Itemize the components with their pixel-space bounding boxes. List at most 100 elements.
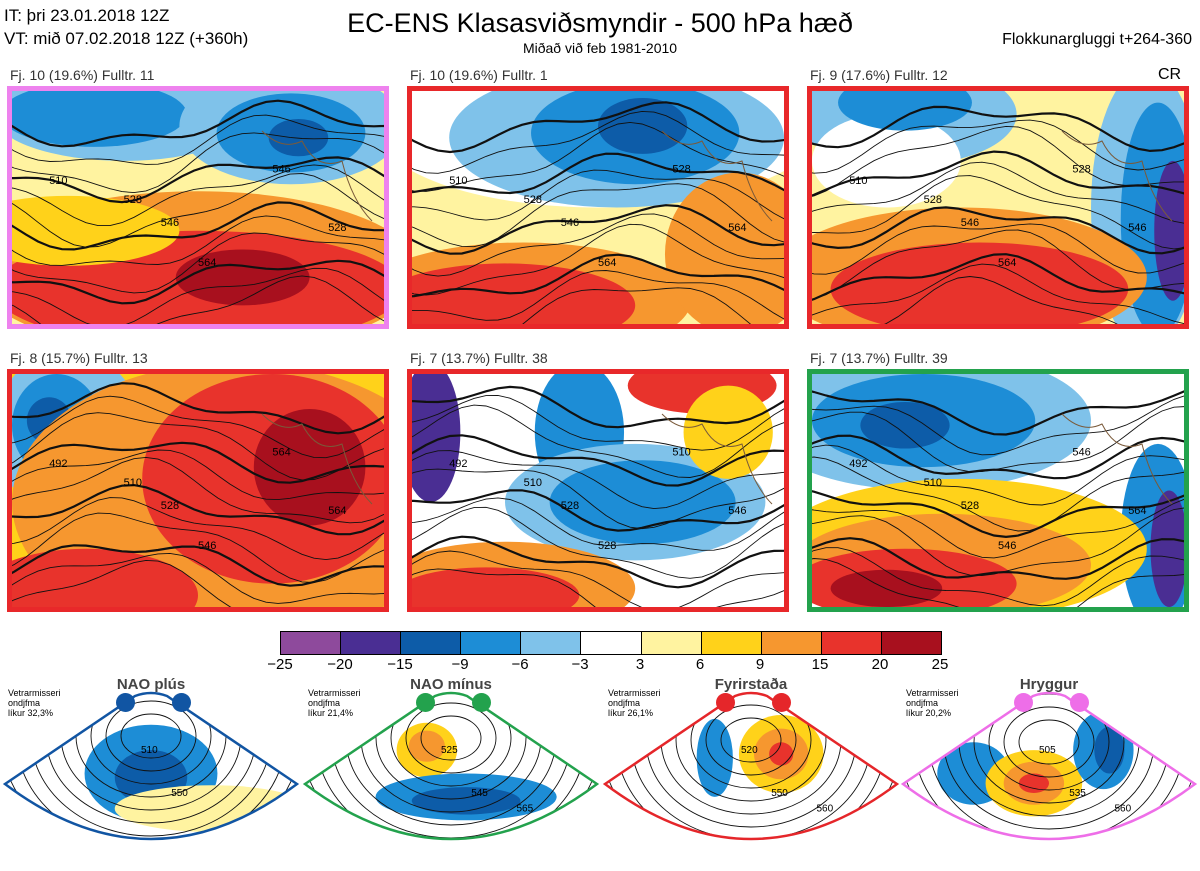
contour-label: 510 [672,447,690,459]
height-contour [812,105,1184,153]
contour-label: 564 [198,257,216,269]
contour-label: 564 [272,447,290,459]
height-contour [12,173,384,248]
contour-label: 528 [161,500,179,512]
anomaly-area [664,172,784,324]
regime-outline [2,691,300,841]
contour-label: 546 [1072,447,1090,459]
contour-label: 564 [1128,505,1146,517]
height-contour [812,498,1184,559]
height-contour [412,568,784,607]
height-contour [12,441,384,484]
cluster-map-2[interactable]: 510 528 546 564 564 528 [407,86,789,329]
regime-contour [120,713,182,759]
cluster-map-1[interactable]: 510 528 546 564 528 546 [7,86,389,329]
colorbar-tick-label: 9 [755,656,765,673]
contour-label: 510 [524,477,542,489]
page-title: EC-ENS Klasasviðsmyndir - 500 hPa hæð [347,8,853,38]
cluster-caption-2: Fj. 10 (19.6%) Fulltr. 1 [410,67,548,83]
regime-note-line: líkur 20,2% [906,708,952,718]
cluster-map-3[interactable]: 510 528 546 564 546 528 [807,86,1189,329]
height-contour [412,468,784,530]
colorbar-tick-label: 3 [635,656,645,673]
height-contour [12,456,384,524]
height-contour [12,156,384,204]
contour-label: 528 [598,540,616,552]
height-contour [12,114,384,165]
height-contour [412,183,784,248]
height-contour [812,150,1184,197]
regime-anomaly-area [1018,773,1049,793]
colorbar-segment [881,632,942,654]
height-contour [884,276,1118,324]
regime-contour-label: 550 [771,788,788,799]
cluster-caption-1: Fj. 10 (19.6%) Fulltr. 11 [10,67,155,83]
anomaly-area [838,91,972,131]
regime-contour-label: 545 [471,788,488,799]
cluster-map-5[interactable]: 492 510 528 528 546 510 [407,369,789,612]
regime-note-line: Vetrarmisseri [308,688,361,698]
height-contour [412,152,784,195]
height-contour [12,497,384,561]
colorbar-tick-label: −15 [387,656,413,673]
height-contour [812,444,1184,506]
coastline [261,413,373,505]
regime-contour [705,704,797,776]
regime-note-line: ondjfma [906,698,939,708]
regime-contour-label: 550 [171,788,188,799]
regime-contour [90,693,212,785]
cluster-map-4[interactable]: 492 510 528 546 564 564 [7,369,389,612]
regime-blocking: 520 550 560 Fyrirstaða Vetrarmisseri ondjf… [600,676,902,871]
regime-anomaly-area [1094,726,1125,774]
height-contour [812,125,1184,197]
height-contour [412,101,784,154]
height-contour [812,547,1184,607]
colorbar-tick-label: −25 [267,656,293,673]
cluster-map-graphic: 492 510 528 528 546 510 [412,374,784,607]
regime-marker-dot [472,693,491,712]
anomaly-area [598,97,688,154]
anomaly-area [412,263,636,324]
anomaly-area [860,401,950,449]
coastline [1061,413,1173,505]
cluster-caption-6: Fj. 7 (13.7%) Fulltr. 39 [810,350,948,366]
regime-anomaly-area [408,730,445,762]
contour-label: 492 [849,458,867,470]
contour-label: 492 [49,458,67,470]
coastline [1061,130,1173,222]
height-contour [812,253,1184,301]
regime-contour [390,693,512,787]
regime-contour-label: 560 [1115,804,1132,815]
colorbar-tick-label: −6 [511,656,529,673]
height-contour [12,201,384,251]
regime-map-graphic: 520 550 560 [602,691,900,841]
anomaly-area [268,118,329,157]
cluster-map-6[interactable]: 492 510 528 546 564 546 [807,369,1189,612]
height-contour [412,506,784,579]
height-contour [412,121,784,192]
contour-label: 528 [124,194,142,206]
height-contour [12,395,384,459]
height-contour [12,559,232,607]
classification-window-label: Flokkunargluggi t+264-360 [1002,31,1192,48]
regime-outline [900,691,1198,841]
regime-note-line: líkur 32,3% [8,708,54,718]
height-contour [12,267,384,324]
contour-label: 528 [961,500,979,512]
regime-ridge: 505 535 560 Hryggur Vetrarmisseri ondjfma … [898,676,1200,871]
colorbar-tick-label: 6 [695,656,705,673]
contour-label: 546 [161,217,179,229]
contour-label: 546 [1128,222,1146,234]
height-contour [812,175,1184,250]
height-contour [12,259,384,305]
colorbar-segment [401,632,462,654]
colorbar-segment [521,632,582,654]
height-contour [412,404,784,478]
regime-contour [405,702,497,774]
regime-note-line: Vetrarmisseri [8,688,61,698]
regime-contour [690,693,812,789]
anomaly-area [175,249,310,306]
regime-note: Vetrarmisseri ondjfma líkur 21,4% [308,688,361,718]
height-contour [412,253,784,298]
contour-label: 528 [328,222,346,234]
